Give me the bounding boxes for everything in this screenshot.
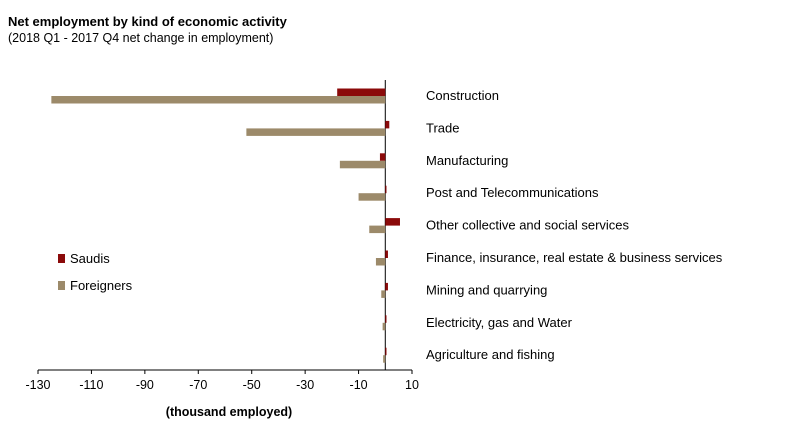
category-label: Other collective and social services [426,218,630,233]
x-tick-label: -90 [136,378,154,392]
bar-foreigners-6 [375,258,386,266]
x-tick-label: -70 [189,378,207,392]
x-tick-label: -10 [350,378,368,392]
bar-saudis-9 [385,347,387,356]
bar-foreigners-3 [339,160,386,169]
bar-foreigners-4 [358,193,386,201]
category-label: Post and Telecommunications [426,185,599,200]
x-tick-label: -110 [79,378,103,392]
x-tick-label: -50 [243,378,261,392]
x-tick-label: -130 [25,378,50,392]
category-label: Construction [426,88,499,103]
x-axis-label: (thousand employed) [166,405,292,419]
category-label: Trade [426,120,459,135]
bar-foreigners-1 [51,96,386,104]
chart-title: Net employment by kind of economic activ… [8,14,287,29]
category-label: Mining and quarrying [426,282,547,297]
category-label: Finance, insurance, real estate & busine… [426,250,723,265]
legend-swatch-saudis [58,254,65,263]
x-tick-label: 10 [405,378,419,392]
legend-label-foreigners: Foreigners [70,278,133,293]
bar-foreigners-8 [382,322,386,331]
bar-saudis-2 [385,120,390,129]
category-label: Agriculture and fishing [426,347,555,362]
bar-saudis-5 [385,218,400,226]
bar-foreigners-7 [381,290,386,298]
bar-saudis-7 [385,282,388,291]
category-label: Manufacturing [426,153,508,168]
bar-foreigners-9 [383,355,386,363]
bar-foreigners-5 [369,225,386,234]
category-label: Electricity, gas and Water [426,315,573,330]
bar-saudis-1 [337,88,386,96]
bar-saudis-8 [385,315,387,323]
bar-saudis-4 [385,185,387,194]
legend-label-saudis: Saudis [70,251,110,266]
legend-swatch-foreigners [58,281,65,290]
x-tick-label: -30 [296,378,314,392]
bar-saudis-3 [379,153,386,161]
bar-foreigners-2 [246,128,386,136]
bar-saudis-6 [385,250,388,258]
chart-subtitle: (2018 Q1 - 2017 Q4 net change in employm… [8,31,274,45]
